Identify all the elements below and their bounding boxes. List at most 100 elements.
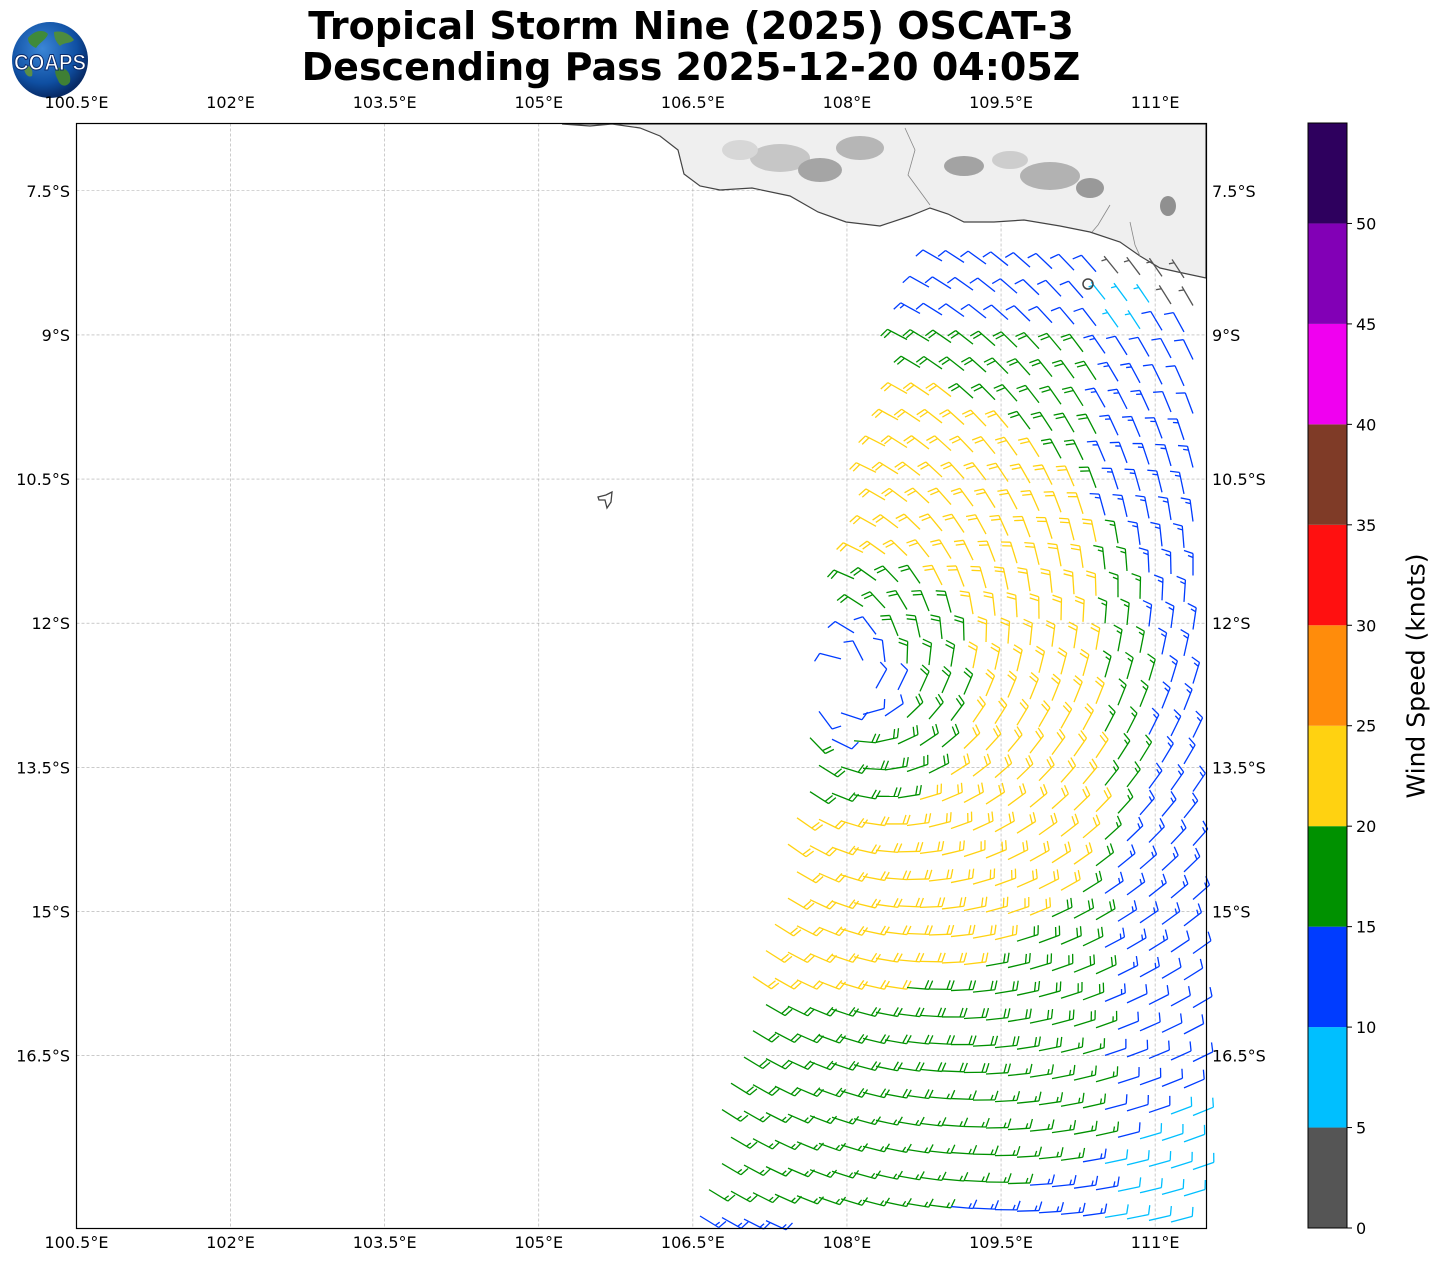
wind-barb [1117,788,1134,814]
wind-barb [1038,1036,1063,1052]
title-line-1: Tropical Storm Nine (2025) OSCAT-3 [308,4,1074,48]
wind-barb [1135,625,1145,653]
wind-barb [972,753,992,777]
wind-barb [1144,417,1163,439]
wind-barb [1007,896,1030,915]
wind-barb [1073,954,1096,973]
wind-barb [1051,359,1075,379]
lon-tick-label: 108°E [823,93,872,112]
wind-barb [1022,618,1033,646]
colorbar-bin [1308,424,1347,525]
wind-barb [1027,252,1053,270]
wind-barb [941,665,952,694]
lat-tick-label: 16.5°S [1212,1047,1266,1066]
wind-barb [950,1199,978,1210]
wind-barb [1083,334,1106,354]
wind-barb [886,589,908,610]
colorbar-tick-label: 0 [1356,1219,1366,1238]
wind-barb [813,652,842,662]
wind-barb [1060,869,1081,891]
wind-barb [1093,544,1106,570]
wind-barb [787,951,815,964]
wind-barb [993,384,1018,402]
wind-barb [831,899,860,910]
wind-barb [831,1169,860,1179]
wind-barb [765,1004,793,1017]
colorbar-tick-label: 15 [1356,918,1376,937]
wind-barb [1161,548,1172,574]
colorbar-bin [1308,625,1347,726]
wind-barb [963,896,988,912]
colorbar-tick-label: 40 [1356,415,1376,434]
wind-barb [893,355,921,368]
plot-title: Tropical Storm Nine (2025) OSCAT-3 Desce… [76,6,1306,88]
wind-barb [1146,257,1163,277]
wind-barb [977,540,996,562]
wind-barb [986,462,1009,482]
wind-barb [1095,1176,1120,1191]
wind-barb [950,868,975,884]
wind-barb [884,694,904,717]
map-gridlines [76,123,1207,1229]
wind-barb [940,461,965,479]
wind-barb [1104,1094,1128,1110]
wind-barb [1168,259,1185,279]
wind-barb [994,1035,1020,1049]
wind-barb [897,662,909,691]
wind-barb [875,843,903,853]
wind-barb [1125,651,1134,680]
wind-barb [969,277,996,293]
wind-barb [1051,953,1074,972]
colorbar-bin [1308,1027,1347,1128]
wind-barb [1073,1010,1096,1027]
wind-barb [1060,982,1083,999]
wind-barb [941,952,968,964]
wind-barb [1161,1123,1184,1141]
wind-barb [1165,601,1175,629]
wind-barb [950,753,971,776]
wind-barb [1104,519,1119,544]
wind-barb [1073,786,1091,811]
wind-barb [994,1091,1021,1103]
wind-barb [1139,734,1153,762]
wind-barb [1115,546,1128,571]
wind-barb [1038,1201,1065,1214]
wind-barb [963,1172,991,1183]
wind-barb [809,1060,838,1071]
wind-barb [1029,897,1052,916]
wind-barb [1060,757,1077,783]
wind-barb [985,725,1002,751]
wind-barb [1142,363,1163,385]
wind-barb [1095,1121,1120,1137]
wind-barb [1148,873,1167,897]
wind-barb [752,1030,780,1043]
wind-barb [818,710,842,730]
wind-barb [818,926,847,937]
wind-barb [1148,985,1170,1006]
wind-barb [1130,389,1150,411]
wind-barb [1117,732,1131,760]
wind-barb [906,754,929,773]
wind-barb [928,753,950,774]
wind-barb [960,303,987,319]
wind-barb [1117,678,1127,706]
wind-barb [993,566,1009,590]
wind-barb [1015,331,1040,350]
wind-barb [963,461,987,481]
wind-barb [752,1084,780,1096]
wind-barb [915,249,943,262]
wind-barb [875,787,902,798]
wind-barb [941,1007,968,1018]
wind-barb [1104,871,1124,894]
wind-barb [1012,515,1031,538]
wind-barb [849,515,877,527]
wind-barb [897,1171,925,1181]
wind-barb [990,642,1001,670]
wind-barb [1073,307,1097,327]
wind-barb [1148,762,1163,789]
wind-barb [1117,900,1138,922]
wind-barb [950,924,976,938]
lat-tick-label: 7.5°S [1212,182,1256,201]
wind-barb [1082,1203,1108,1217]
wind-barb [994,811,1015,833]
